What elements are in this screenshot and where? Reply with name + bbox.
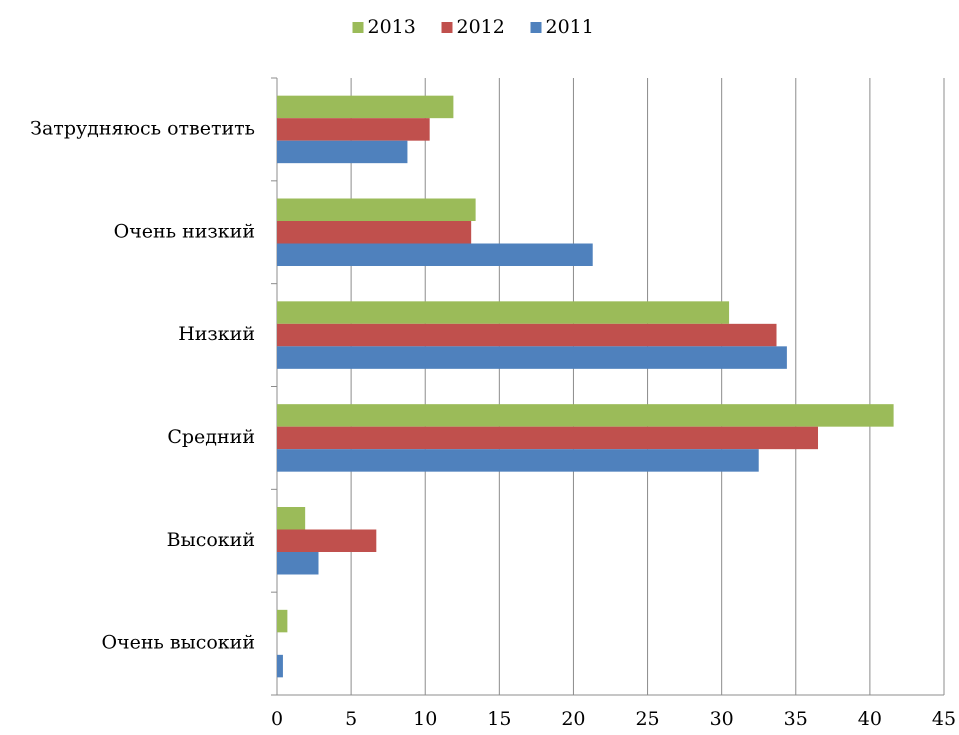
bar [277, 609, 288, 633]
y-tick-label: Высокий [167, 529, 255, 551]
x-tick-label: 45 [932, 708, 956, 730]
bar [277, 507, 306, 530]
x-tick-label: 30 [710, 708, 734, 730]
x-tick-label: 40 [858, 708, 882, 730]
bar [277, 243, 593, 266]
bar [277, 404, 894, 427]
x-tick-label: 0 [271, 708, 283, 730]
y-tick-label: Очень высокий [101, 632, 255, 654]
x-tick-label: 35 [784, 708, 808, 730]
bar [277, 323, 777, 347]
bar [277, 654, 283, 678]
y-tick-label: Очень низкий [114, 220, 255, 242]
bar [277, 118, 430, 141]
bar [277, 529, 377, 552]
legend: 2013 2012 2011 [352, 16, 594, 38]
y-tick-label: Средний [167, 426, 255, 448]
x-tick-label: 15 [487, 708, 511, 730]
legend-label: 2011 [546, 16, 594, 38]
bar [277, 301, 730, 324]
x-tick-label: 20 [561, 708, 585, 730]
bar [277, 198, 476, 221]
legend-label: 2013 [368, 16, 416, 38]
bar [277, 140, 408, 164]
x-tick-label: 10 [413, 708, 437, 730]
y-tick-label: Низкий [178, 323, 255, 345]
y-tick-label: Затрудняюсь ответить [30, 117, 255, 139]
bar [277, 346, 787, 369]
legend-label: 2012 [457, 16, 505, 38]
legend-swatch [530, 22, 542, 33]
bar [277, 552, 319, 575]
bar [277, 449, 759, 472]
x-tick-label: 25 [635, 708, 659, 730]
legend-swatch [352, 22, 364, 33]
bar [277, 426, 819, 450]
bar [277, 221, 472, 244]
bar [277, 95, 454, 119]
x-tick-label: 5 [345, 708, 357, 730]
legend-swatch [441, 22, 453, 33]
